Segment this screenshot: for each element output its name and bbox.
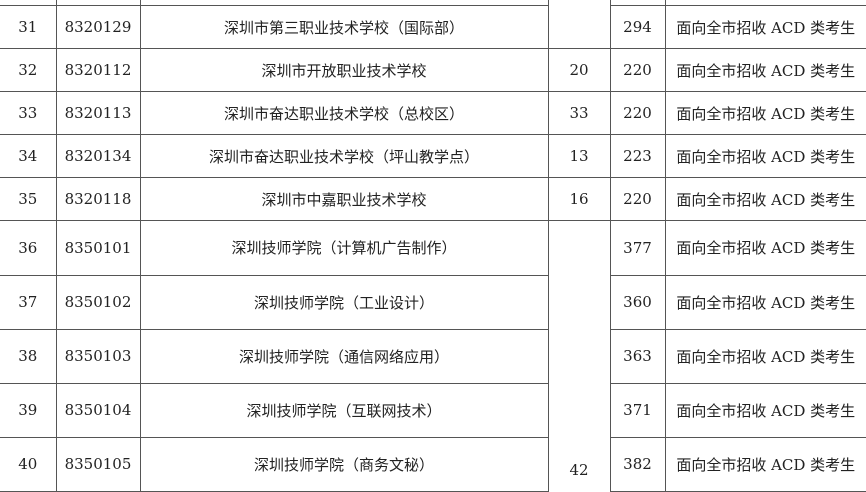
- cell-note: 面向全市招收 ACD 类考生: [664, 328, 866, 384]
- cell-count: [547, 383, 611, 437]
- cell-code: 8350102: [55, 274, 141, 330]
- table-row: 31 8320129 深圳市第三职业技术学校（国际部） 294 面向全市招收 ACD 类…: [0, 5, 866, 49]
- cell-code: 8320134: [55, 134, 141, 178]
- cell-score: 377: [609, 220, 666, 276]
- cell-no: 34: [0, 134, 57, 178]
- cell-note: 面向全市招收 ACD 类考生: [664, 5, 866, 49]
- cell-no: 33: [0, 91, 57, 135]
- cell-count: 16: [547, 177, 611, 221]
- cell-no: 32: [0, 48, 57, 92]
- cell-code: 8320129: [55, 5, 141, 49]
- cell-count: 13: [547, 134, 611, 178]
- cell-no: 31: [0, 5, 57, 49]
- cell-school: 深圳技师学院（通信网络应用）: [139, 328, 549, 384]
- cell-no: 35: [0, 177, 57, 221]
- cell-count: 33: [547, 91, 611, 135]
- cell-school: 深圳市中嘉职业技术学校: [139, 177, 549, 221]
- cell-note: 面向全市招收 ACD 类考生: [664, 220, 866, 276]
- previous-row-edge: [0, 0, 866, 5]
- cell-score: 223: [609, 134, 666, 178]
- cell-count: [547, 275, 611, 329]
- cell-count: 42: [547, 437, 611, 491]
- cell-code: 8320118: [55, 177, 141, 221]
- cell-school: 深圳技师学院（商务文秘）: [139, 436, 549, 492]
- cell-note: 面向全市招收 ACD 类考生: [664, 274, 866, 330]
- cell-score: 363: [609, 328, 666, 384]
- cell-score: 294: [609, 5, 666, 49]
- table-row: 38 8350103 深圳技师学院（通信网络应用） 363 面向全市招收 ACD 类考生: [0, 328, 866, 384]
- cell-school: 深圳技师学院（计算机广告制作）: [139, 220, 549, 276]
- cell-score: 220: [609, 177, 666, 221]
- cell-code: 8350104: [55, 382, 141, 438]
- cell-note: 面向全市招收 ACD 类考生: [664, 177, 866, 221]
- cell-note: 面向全市招收 ACD 类考生: [664, 134, 866, 178]
- cell-no: 37: [0, 274, 57, 330]
- cell-count: [547, 329, 611, 383]
- cell-note: 面向全市招收 ACD 类考生: [664, 436, 866, 492]
- cell-no: 40: [0, 436, 57, 492]
- cell-code: 8320113: [55, 91, 141, 135]
- table-row: 39 8350104 深圳技师学院（互联网技术） 371 面向全市招收 ACD 类考生: [0, 382, 866, 438]
- table-row: 32 8320112 深圳市开放职业技术学校 20 220 面向全市招收 ACD 类考生: [0, 48, 866, 92]
- table-row: 34 8320134 深圳市奋达职业技术学校（坪山教学点） 13 223 面向全市招收 A…: [0, 134, 866, 178]
- cell-score: 360: [609, 274, 666, 330]
- cell-score: 220: [609, 91, 666, 135]
- cell-score: 382: [609, 436, 666, 492]
- table-row: 40 8350105 深圳技师学院（商务文秘） 42 382 面向全市招收 ACD 类考生: [0, 436, 866, 492]
- cell-school: 深圳技师学院（工业设计）: [139, 274, 549, 330]
- cell-school: 深圳技师学院（互联网技术）: [139, 382, 549, 438]
- cell-no: 38: [0, 328, 57, 384]
- cell-count: [547, 220, 611, 275]
- table-row: 35 8320118 深圳市中嘉职业技术学校 16 220 面向全市招收 ACD 类考生: [0, 177, 866, 221]
- cell-note: 面向全市招收 ACD 类考生: [664, 382, 866, 438]
- table-row: 36 8350101 深圳技师学院（计算机广告制作） 377 面向全市招收 ACD 类考…: [0, 220, 866, 276]
- cell-no: 36: [0, 220, 57, 276]
- cell-code: 8320112: [55, 48, 141, 92]
- cell-code: 8350101: [55, 220, 141, 276]
- cell-school: 深圳市奋达职业技术学校（坪山教学点）: [139, 134, 549, 178]
- cell-note: 面向全市招收 ACD 类考生: [664, 48, 866, 92]
- cell-score: 371: [609, 382, 666, 438]
- table-row: 37 8350102 深圳技师学院（工业设计） 360 面向全市招收 ACD 类考生: [0, 274, 866, 330]
- cell-no: 39: [0, 382, 57, 438]
- admission-table: 31 8320129 深圳市第三职业技术学校（国际部） 294 面向全市招收 ACD 类…: [0, 5, 866, 492]
- cell-school: 深圳市奋达职业技术学校（总校区）: [139, 91, 549, 135]
- cell-code: 8350105: [55, 436, 141, 492]
- cell-count: [547, 5, 611, 49]
- cell-code: 8350103: [55, 328, 141, 384]
- cell-count: 20: [547, 48, 611, 92]
- cell-school: 深圳市第三职业技术学校（国际部）: [139, 5, 549, 49]
- cell-score: 220: [609, 48, 666, 92]
- table-row: 33 8320113 深圳市奋达职业技术学校（总校区） 33 220 面向全市招收 ACD…: [0, 91, 866, 135]
- cell-note: 面向全市招收 ACD 类考生: [664, 91, 866, 135]
- cell-school: 深圳市开放职业技术学校: [139, 48, 549, 92]
